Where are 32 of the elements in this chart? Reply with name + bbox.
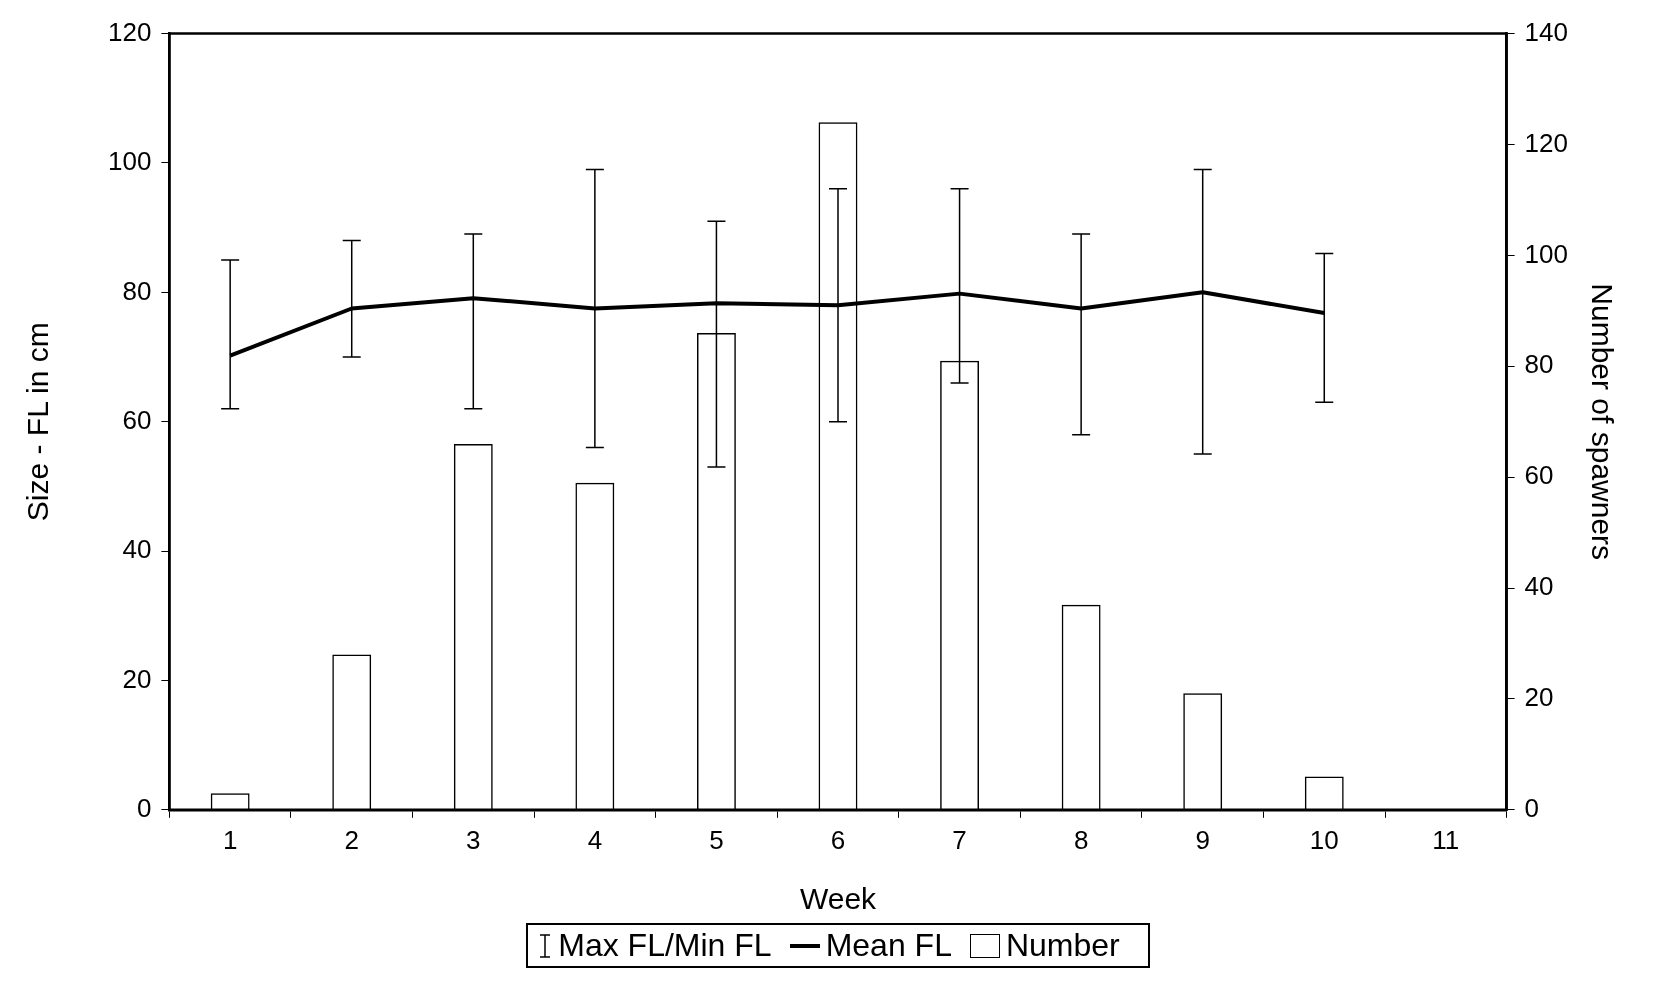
y-axis-title: Size - FL in cm <box>21 322 55 522</box>
legend-label: Number <box>1005 927 1120 964</box>
y2-tick-label: 60 <box>1524 460 1554 491</box>
x-tick-label: 7 <box>952 824 967 855</box>
y2-axis-title: Number of spawners <box>1585 283 1619 561</box>
x-tick-label: 10 <box>1309 824 1339 855</box>
x-tick-label: 11 <box>1432 824 1460 855</box>
y2-tick-label: 40 <box>1524 571 1554 602</box>
y-tick-label: 60 <box>122 404 152 435</box>
x-tick-label: 5 <box>709 824 724 855</box>
x-tick-label: 8 <box>1073 824 1089 855</box>
y-tick-label: 40 <box>122 534 152 565</box>
y2-tick-label: 140 <box>1524 16 1569 47</box>
y-tick-label: 80 <box>122 275 152 306</box>
y2-tick-label: 120 <box>1524 127 1569 158</box>
y2-tick-label: 0 <box>1524 792 1540 823</box>
x-tick-label: 3 <box>466 824 481 855</box>
y2-tick-label: 100 <box>1524 238 1569 269</box>
x-axis-title: Week <box>799 882 878 916</box>
y-tick-label: 0 <box>136 792 152 823</box>
legend-label: Mean FL <box>825 927 952 964</box>
y2-tick-label: 20 <box>1524 682 1554 713</box>
y2-tick-label: 80 <box>1524 349 1554 380</box>
y-tick-label: 100 <box>107 146 152 177</box>
text: Max FL/Min FL <box>558 927 772 964</box>
x-tick-label: 6 <box>830 824 846 855</box>
y-tick-label: 20 <box>122 663 152 694</box>
x-tick-label: 4 <box>587 824 603 855</box>
x-tick-label: 2 <box>344 824 359 855</box>
y-tick-label: 120 <box>107 16 152 47</box>
x-tick-label: 9 <box>1195 824 1210 855</box>
x-tick-label: 1 <box>222 824 238 855</box>
